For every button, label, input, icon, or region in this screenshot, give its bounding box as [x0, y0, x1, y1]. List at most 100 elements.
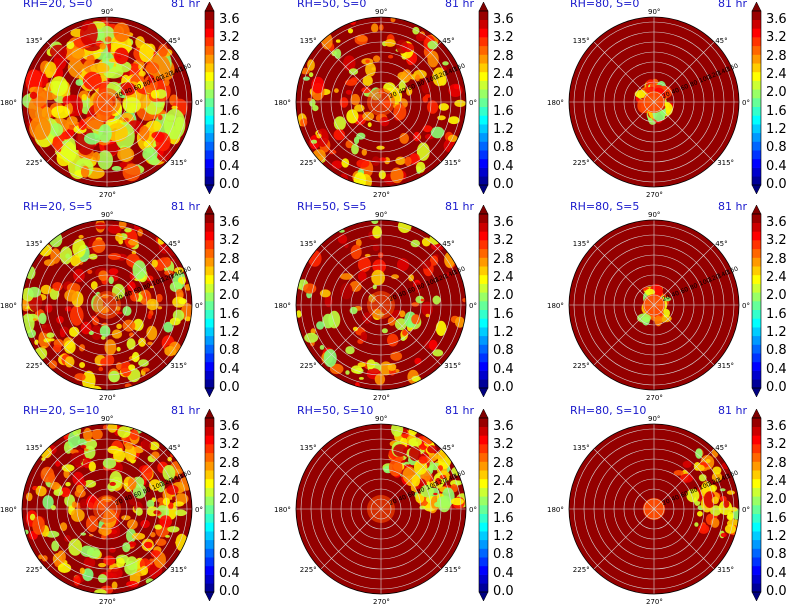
colorbar-segment	[205, 426, 214, 436]
contour-blob	[80, 532, 86, 536]
contour-blob	[358, 377, 364, 380]
colorbar-tick-label: 1.6	[219, 103, 240, 119]
colorbar-extend-max	[751, 408, 762, 419]
angular-gridline	[320, 244, 382, 306]
angle-label: 90°	[375, 8, 388, 16]
contour-blob	[83, 71, 102, 90]
colorbar-segment	[205, 124, 214, 134]
panel-title-left: RH=80, S=5	[570, 200, 640, 213]
contour-blob	[102, 457, 117, 469]
colorbar-tick-label: 3.2	[493, 233, 514, 249]
colorbar-frame	[751, 213, 762, 389]
contour-blob	[117, 147, 135, 162]
colorbar-segment	[752, 248, 761, 258]
radial-tick-label: 140	[444, 269, 457, 280]
contour-blob	[59, 328, 66, 338]
angle-label: 0°	[469, 506, 477, 514]
angle-label: 45°	[442, 36, 455, 45]
colorbar-segment	[479, 327, 488, 337]
angular-gridline	[380, 41, 442, 103]
angle-label: 225°	[25, 566, 43, 575]
colorbar-segment	[205, 231, 214, 241]
angle-label: 45°	[715, 443, 728, 452]
contour-blob	[140, 519, 150, 529]
angle-label: 0°	[469, 99, 477, 107]
contour-blob	[25, 492, 33, 502]
colorbar-tick-label: 2.8	[219, 48, 240, 64]
contour-blob	[387, 317, 396, 326]
colorbar-extend-min	[751, 591, 762, 602]
angle-label: 0°	[469, 302, 477, 310]
colorbar-segment	[479, 513, 488, 523]
contour-blob	[412, 26, 420, 35]
contour-blob	[151, 259, 158, 268]
contour-blob	[86, 54, 95, 67]
angular-gridline	[46, 41, 108, 103]
colorbar-segment	[752, 141, 761, 151]
contour-blob	[443, 272, 452, 278]
colorbar-segment	[205, 106, 214, 116]
contour-blob	[59, 487, 71, 498]
contour-blob	[329, 363, 344, 375]
colorbar-tick-label: 2.8	[493, 251, 514, 267]
radial-tick-label: 160	[179, 265, 192, 276]
contour-blob	[303, 283, 317, 294]
contour-blob	[654, 315, 663, 327]
contour-blob	[420, 298, 425, 302]
colorbar-segment	[752, 292, 761, 302]
contour-blob	[420, 484, 434, 498]
contour-blob	[64, 306, 72, 312]
contour-blob	[404, 156, 412, 167]
contour-blob	[447, 134, 458, 142]
colorbar-segment	[479, 266, 488, 276]
colorbar-segment	[205, 531, 214, 541]
angle-label: 180°	[274, 99, 291, 107]
contour-blob	[178, 298, 187, 305]
colorbar-segment	[752, 115, 761, 125]
colorbar-extend-max	[478, 204, 489, 215]
radial-tick-label: 60	[133, 83, 143, 92]
angle-label: 315°	[444, 159, 462, 168]
contour-blob	[415, 161, 426, 173]
contour-blob	[56, 316, 64, 324]
contour-blob	[99, 43, 107, 50]
colorbar-tick-label: 0.4	[493, 158, 514, 174]
contour-blob	[80, 321, 92, 335]
contour-blob	[351, 143, 359, 155]
angle-label: 225°	[299, 566, 317, 575]
contour-blob	[409, 446, 421, 462]
contour-blob	[344, 242, 349, 249]
radial-tick-label: 120	[707, 477, 720, 488]
angle-label: 225°	[572, 362, 590, 371]
contour-blob	[334, 48, 342, 59]
colorbar-segment	[479, 141, 488, 151]
colorbar-segment	[752, 461, 761, 471]
contour-blob	[78, 120, 87, 131]
colorbar-segment	[205, 418, 214, 427]
radial-tick-label: 20	[114, 294, 124, 303]
colorbar-tick-label: 0.8	[219, 547, 240, 563]
contour-blob	[29, 116, 51, 140]
colorbar-segment	[752, 257, 761, 267]
contour-blob	[118, 82, 136, 96]
contour-blob	[164, 346, 177, 357]
radial-tick-label: 60	[680, 286, 690, 295]
angular-gridline	[593, 448, 655, 510]
contour-blob	[424, 133, 434, 140]
contour-blob	[41, 106, 52, 120]
contour-blob	[108, 58, 117, 63]
contour-blob	[174, 509, 187, 517]
radial-tick-label: 40	[671, 87, 681, 96]
colorbar-segment	[205, 176, 214, 186]
contour-blob	[705, 459, 711, 463]
angular-gridline	[106, 244, 168, 306]
contour-blob	[352, 326, 359, 332]
colorbar-segment	[479, 19, 488, 29]
contour-blob	[432, 349, 444, 357]
contour-blob	[79, 344, 85, 352]
angle-label: 90°	[101, 211, 114, 219]
contour-blob	[391, 424, 404, 437]
contour-blob	[729, 507, 738, 512]
angular-gridline	[593, 304, 655, 366]
colorbar-tick-label: 1.2	[766, 325, 787, 341]
